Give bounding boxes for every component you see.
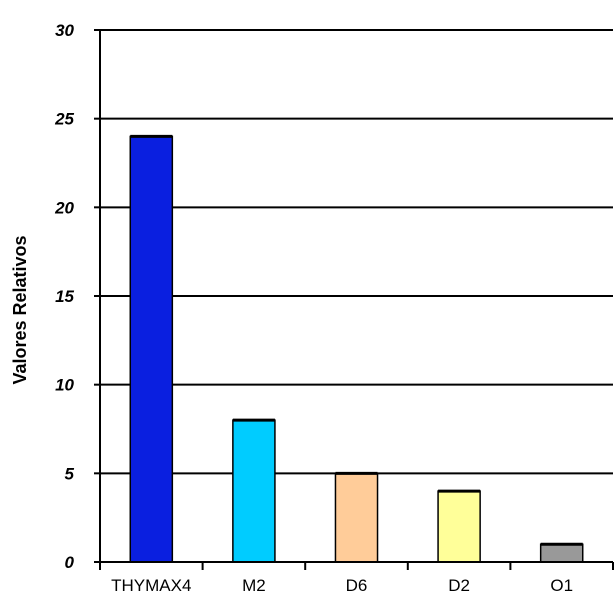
x-tick-label: D6 xyxy=(346,576,368,595)
gridlines xyxy=(94,29,613,563)
y-tick-label: 20 xyxy=(54,198,74,217)
bar-m2 xyxy=(232,419,276,563)
x-tick-label: O1 xyxy=(550,576,573,595)
bar-d2 xyxy=(437,490,481,563)
bar-o1 xyxy=(539,543,584,563)
x-tick-label: D2 xyxy=(448,576,470,595)
y-tick-label: 25 xyxy=(54,110,74,129)
y-tick-label: 10 xyxy=(55,376,74,395)
bar-d6 xyxy=(334,472,379,563)
bars xyxy=(129,134,584,563)
bar-thymax4 xyxy=(129,135,174,563)
y-tick-label: 5 xyxy=(65,464,75,483)
y-tick-label: 0 xyxy=(65,553,75,572)
y-axis-label: Valores Relativos xyxy=(10,235,30,384)
y-tick-label: 30 xyxy=(55,21,74,40)
x-tick-label: THYMAX4 xyxy=(111,576,191,595)
x-tick-label: M2 xyxy=(242,576,266,595)
y-tick-labels: 0 5 10 15 20 25 30 xyxy=(54,21,74,572)
x-tick-labels: THYMAX4 M2 D6 D2 O1 xyxy=(111,562,614,595)
y-tick-label: 15 xyxy=(55,287,74,306)
